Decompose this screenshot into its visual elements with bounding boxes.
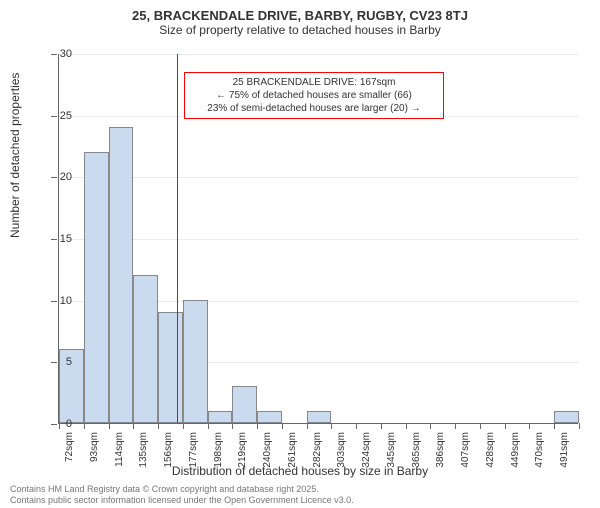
x-tick-label: 198sqm xyxy=(213,432,224,480)
x-tick xyxy=(307,423,308,429)
x-tick xyxy=(183,423,184,429)
x-tick xyxy=(356,423,357,429)
reference-line xyxy=(177,54,178,423)
histogram-bar xyxy=(257,411,282,423)
x-tick-label: 219sqm xyxy=(237,432,248,480)
x-tick-label: 386sqm xyxy=(435,432,446,480)
x-tick xyxy=(455,423,456,429)
y-tick-label: 15 xyxy=(42,233,72,245)
histogram-bar xyxy=(183,300,208,423)
x-tick xyxy=(529,423,530,429)
y-axis-title: Number of detached properties xyxy=(8,73,22,238)
chart-title-sub: Size of property relative to detached ho… xyxy=(0,23,600,37)
y-tick-label: 25 xyxy=(42,110,72,122)
x-tick xyxy=(406,423,407,429)
x-tick xyxy=(158,423,159,429)
annotation-line: 23% of semi-detached houses are larger (… xyxy=(191,102,437,115)
histogram-bar xyxy=(232,386,257,423)
y-tick-label: 20 xyxy=(42,171,72,183)
x-tick-label: 282sqm xyxy=(312,432,323,480)
x-tick xyxy=(84,423,85,429)
x-tick xyxy=(109,423,110,429)
annotation-line: 25 BRACKENDALE DRIVE: 167sqm xyxy=(191,76,437,89)
x-tick xyxy=(257,423,258,429)
histogram-bar xyxy=(554,411,579,423)
x-tick xyxy=(232,423,233,429)
x-tick-label: 470sqm xyxy=(534,432,545,480)
x-tick-label: 135sqm xyxy=(138,432,149,480)
chart-title-main: 25, BRACKENDALE DRIVE, BARBY, RUGBY, CV2… xyxy=(0,8,600,23)
gridline xyxy=(59,54,578,55)
x-tick-label: 156sqm xyxy=(163,432,174,480)
x-tick-label: 261sqm xyxy=(287,432,298,480)
y-tick-label: 0 xyxy=(42,418,72,430)
histogram-bar xyxy=(84,152,109,423)
x-tick-label: 449sqm xyxy=(510,432,521,480)
x-tick xyxy=(208,423,209,429)
x-tick xyxy=(480,423,481,429)
x-tick-label: 365sqm xyxy=(411,432,422,480)
x-tick xyxy=(133,423,134,429)
gridline xyxy=(59,177,578,178)
histogram-bar xyxy=(307,411,332,423)
x-tick xyxy=(505,423,506,429)
x-tick xyxy=(430,423,431,429)
plot-area: 25 BRACKENDALE DRIVE: 167sqm← 75% of det… xyxy=(58,54,578,424)
x-tick-label: 428sqm xyxy=(485,432,496,480)
x-tick-label: 407sqm xyxy=(460,432,471,480)
annotation-box: 25 BRACKENDALE DRIVE: 167sqm← 75% of det… xyxy=(184,72,444,119)
x-tick-label: 177sqm xyxy=(188,432,199,480)
x-tick-label: 345sqm xyxy=(386,432,397,480)
x-tick xyxy=(554,423,555,429)
x-tick-label: 114sqm xyxy=(114,432,125,480)
footer-text: Contains HM Land Registry data © Crown c… xyxy=(10,484,354,506)
gridline xyxy=(59,239,578,240)
chart-container: 25, BRACKENDALE DRIVE, BARBY, RUGBY, CV2… xyxy=(0,8,600,508)
histogram-bar xyxy=(133,275,158,423)
x-tick xyxy=(282,423,283,429)
footer-line2: Contains public sector information licen… xyxy=(10,495,354,506)
y-tick-label: 30 xyxy=(42,48,72,60)
x-tick-label: 93sqm xyxy=(89,432,100,480)
histogram-bar xyxy=(208,411,233,423)
y-tick-label: 5 xyxy=(42,356,72,368)
annotation-line: ← 75% of detached houses are smaller (66… xyxy=(191,89,437,102)
x-tick xyxy=(331,423,332,429)
x-tick xyxy=(381,423,382,429)
x-tick xyxy=(579,423,580,429)
x-tick-label: 303sqm xyxy=(336,432,347,480)
histogram-bar xyxy=(109,127,134,423)
x-tick-label: 324sqm xyxy=(361,432,372,480)
y-tick-label: 10 xyxy=(42,295,72,307)
x-tick-label: 240sqm xyxy=(262,432,273,480)
x-tick-label: 491sqm xyxy=(559,432,570,480)
footer-line1: Contains HM Land Registry data © Crown c… xyxy=(10,484,354,495)
x-tick-label: 72sqm xyxy=(64,432,75,480)
histogram-bar xyxy=(158,312,183,423)
